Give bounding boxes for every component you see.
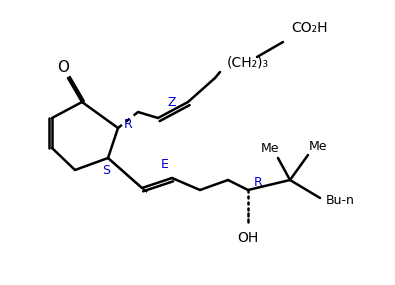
Text: (CH₂)₃: (CH₂)₃ xyxy=(227,55,269,69)
Text: E: E xyxy=(161,158,169,172)
Text: Me: Me xyxy=(309,139,327,152)
Polygon shape xyxy=(108,158,147,192)
Text: S: S xyxy=(102,164,110,176)
Text: O: O xyxy=(57,60,69,76)
Text: CO₂H: CO₂H xyxy=(292,21,328,35)
Text: Z: Z xyxy=(168,97,176,109)
Text: Bu-n: Bu-n xyxy=(325,194,354,207)
Text: Me: Me xyxy=(261,142,279,156)
Text: OH: OH xyxy=(237,231,259,245)
Text: R: R xyxy=(124,119,132,131)
Text: R: R xyxy=(254,176,262,188)
